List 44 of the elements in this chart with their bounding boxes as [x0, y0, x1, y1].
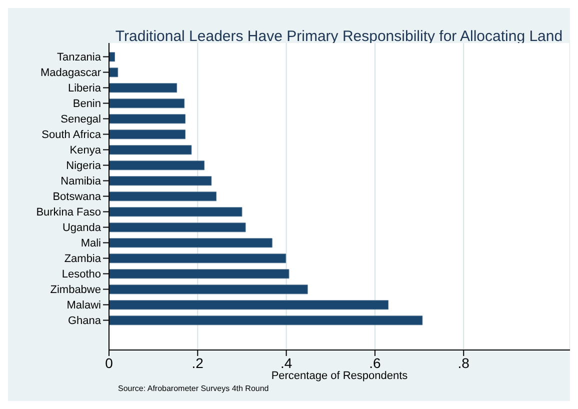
y-tick-label: Lesotho [62, 268, 101, 281]
bar [109, 176, 212, 186]
y-tick-label: Botswana [52, 191, 102, 204]
bar [109, 52, 116, 62]
bar [109, 222, 246, 232]
y-tick-label: Nigeria [66, 160, 102, 172]
x-tick-label: .8 [458, 354, 470, 371]
y-tick-label: Uganda [62, 222, 102, 234]
y-tick-label: Kenya [70, 144, 102, 157]
y-tick-label: Tanzania [56, 52, 102, 64]
chart-title: Traditional Leaders Have Primary Responsibility for Allocating Land [114, 28, 564, 45]
x-axis-title: Percentage of Respondents [270, 370, 409, 382]
bar [109, 238, 272, 248]
y-tick-label: Zambia [64, 253, 102, 266]
x-tick-label: .4 [280, 354, 292, 371]
y-tick-label: Burkina Faso [36, 206, 101, 219]
y-tick-label: Ghana [68, 315, 102, 328]
x-tick-label: .2 [192, 354, 204, 371]
y-tick-label: Zimbabwe [50, 284, 101, 296]
bar [109, 83, 178, 93]
y-tick-label: Liberia [68, 82, 102, 95]
y-tick-label: Namibia [60, 176, 102, 188]
y-tick-label: Senegal [60, 114, 101, 126]
y-tick-label: Malawi [66, 300, 101, 312]
bar [109, 68, 118, 78]
bar [109, 300, 389, 310]
y-tick-label: Madagascar [40, 67, 102, 80]
bar [109, 254, 286, 264]
bar [109, 269, 290, 279]
y-tick-label: Mali [80, 238, 101, 250]
y-tick-label: South Africa [42, 129, 102, 142]
bar [109, 284, 308, 294]
y-tick-label: Benin [72, 98, 101, 110]
bar [109, 114, 186, 124]
bar [109, 316, 423, 326]
source-note: Source: Afrobarometer Surveys 4th Round [118, 384, 269, 393]
bar [109, 145, 192, 155]
bar [109, 98, 185, 108]
bar [109, 207, 242, 217]
x-tick-label: .6 [369, 354, 382, 371]
bar [109, 130, 186, 140]
bar [109, 192, 217, 202]
bar [109, 160, 205, 170]
x-tick-label: 0 [105, 354, 114, 371]
